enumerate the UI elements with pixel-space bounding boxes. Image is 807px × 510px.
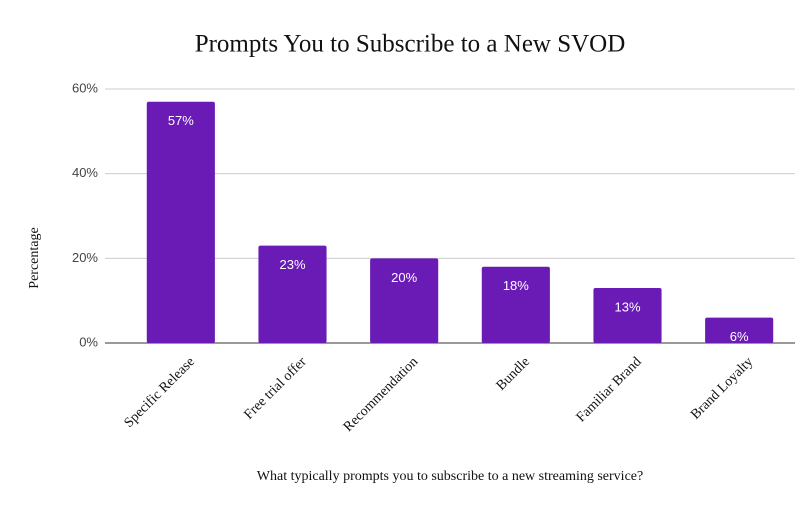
value-label: 13% — [614, 299, 640, 314]
y-tick-label: 0% — [79, 334, 98, 349]
bar — [481, 266, 550, 343]
x-tick-label: Specific Release — [122, 354, 198, 430]
value-label: 6% — [730, 329, 749, 344]
value-label: 20% — [391, 270, 417, 285]
value-label: 57% — [168, 113, 194, 128]
chart-title: Prompts You to Subscribe to a New SVOD — [195, 31, 626, 58]
y-tick-label: 60% — [72, 80, 98, 95]
bar — [258, 245, 327, 343]
value-label: 23% — [279, 257, 305, 272]
bar — [146, 101, 215, 343]
x-tick-label: Bundle — [494, 354, 533, 393]
y-tick-label: 40% — [72, 165, 98, 180]
x-tick-label: Familiar Brand — [574, 354, 645, 425]
bar — [593, 287, 662, 343]
value-label: 18% — [503, 278, 529, 293]
x-tick-label: Free trial offer — [241, 354, 309, 422]
y-axis-title: Percentage — [27, 227, 42, 288]
bar — [705, 317, 774, 343]
x-tick-label: Recommendation — [341, 354, 421, 434]
x-tick-label: Brand Loyalty — [688, 354, 756, 422]
x-axis-title: What typically prompts you to subscribe … — [257, 469, 643, 484]
y-tick-label: 20% — [72, 250, 98, 265]
bar — [370, 258, 439, 343]
